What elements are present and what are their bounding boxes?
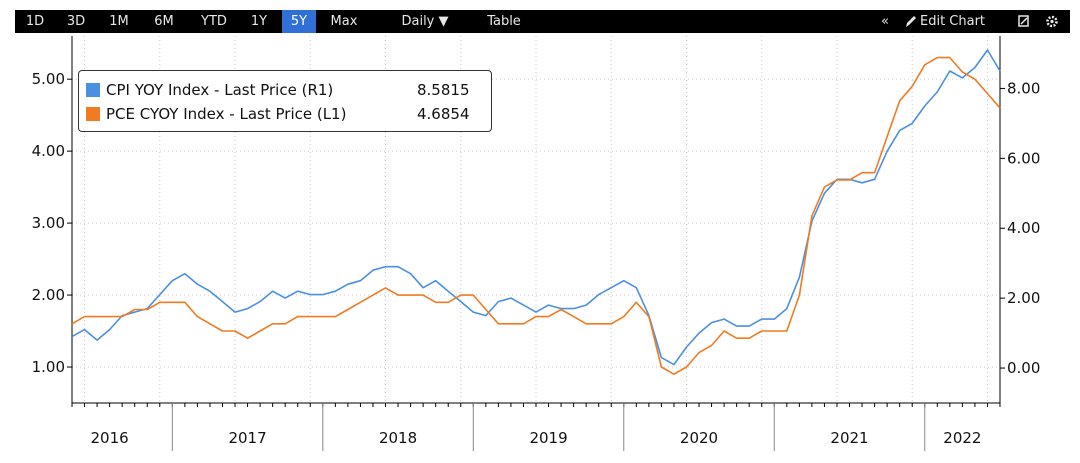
gear-icon[interactable] [1044,10,1060,33]
range-button-5y[interactable]: 5Y [282,10,316,33]
legend-swatch-pce [86,107,100,121]
legend-value-pce: 4.6854 [417,105,470,123]
pencil-icon[interactable] [904,10,918,33]
left-axis-tick-label: 4.00 [32,142,65,160]
legend-entry-pce: PCE CYOY Index - Last Price (L1) 4.6854 [79,102,491,126]
year-label-2020: 2020 [680,429,718,447]
right-axis-tick-label: 2.00 [1007,289,1040,307]
range-button-ytd[interactable]: YTD [201,14,227,29]
year-label-2016: 2016 [91,429,129,447]
year-label-2019: 2019 [529,429,567,447]
year-label-2018: 2018 [379,429,417,447]
range-button-6m[interactable]: 6M [154,14,174,29]
legend-value-cpi: 8.5815 [417,81,470,99]
collapse-icon[interactable]: « [881,14,889,29]
edit-chart-button[interactable]: Edit Chart [920,14,986,29]
left-axis-tick-label: 3.00 [32,214,65,232]
range-button-max[interactable]: Max [330,14,358,29]
legend-label-cpi: CPI YOY Index - Last Price (R1) [106,81,334,99]
right-axis-tick-label: 0.00 [1007,359,1040,377]
table-button[interactable]: Table [487,14,521,29]
range-button-1m[interactable]: 1M [109,14,129,29]
pce-cyoy-line [71,56,1001,376]
legend-label-pce: PCE CYOY Index - Last Price (L1) [106,105,347,123]
left-axis-tick-label: 1.00 [32,358,65,376]
left-axis-tick-label: 5.00 [32,70,65,88]
legend-entry-cpi: CPI YOY Index - Last Price (R1) 8.5815 [79,78,491,102]
frequency-dropdown[interactable]: Daily ▼ [401,14,449,29]
left-axis-tick-label: 2.00 [32,286,65,304]
legend-swatch-cpi [86,83,100,97]
chart-settings-icon[interactable] [1017,10,1031,33]
right-axis-tick-label: 4.00 [1007,219,1040,237]
right-axis-tick-label: 6.00 [1007,149,1040,167]
right-axis-tick-label: 8.00 [1007,79,1040,97]
year-label-2022: 2022 [943,429,981,447]
range-button-1y[interactable]: 1Y [250,14,268,29]
year-label-2017: 2017 [228,429,266,447]
year-label-2021: 2021 [830,429,868,447]
range-button-1d[interactable]: 1D [25,14,45,29]
chart-toolbar: 1D 3D 1M 6M YTD 1Y 5Y Max Daily ▼ Table « Edit … [15,10,1070,33]
range-button-3d[interactable]: 3D [66,14,86,29]
chart-legend: CPI YOY Index - Last Price (R1) 8.5815 P… [78,70,492,132]
